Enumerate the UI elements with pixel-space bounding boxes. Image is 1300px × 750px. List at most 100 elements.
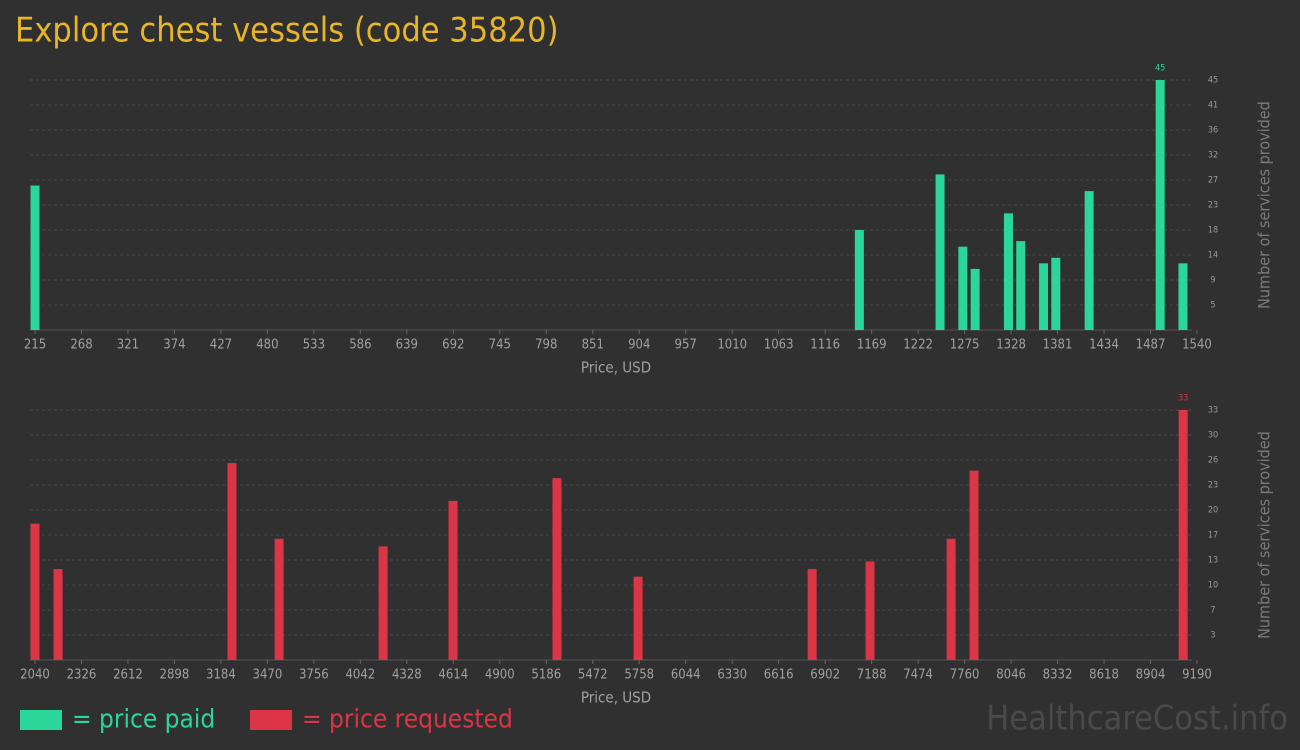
bar [30,185,40,330]
bar [807,569,817,660]
y-tick-label: 20 [1208,506,1218,516]
bar [227,463,237,660]
bar [970,268,980,330]
x-tick-label: 533 [303,338,325,353]
x-tick-label: 957 [675,338,697,353]
legend-swatch [20,710,62,730]
bar [958,246,968,330]
x-tick-label: 1116 [810,338,840,353]
y-tick-label: 13 [1208,556,1218,566]
y-tick-label: 23 [1208,201,1218,211]
watermark: HealthcareCost.info [986,699,1288,739]
bar [633,576,643,660]
y-tick-label: 5 [1210,301,1215,311]
x-tick-label: 745 [489,338,511,353]
legend-label: = price requested [302,705,513,735]
x-tick-label: 586 [349,338,371,353]
x-tick-label: 7760 [950,668,980,683]
x-tick-label: 3470 [253,668,283,683]
x-tick-label: 1434 [1089,338,1119,353]
y-tick-label: 30 [1208,431,1218,441]
x-tick-label: 321 [117,338,139,353]
x-tick-label: 1487 [1136,338,1166,353]
x-tick-label: 9190 [1182,668,1212,683]
y-tick-label: 18 [1208,226,1218,236]
x-tick-label: 215 [24,338,46,353]
y-tick-label: 36 [1208,126,1218,136]
legend-swatch [250,710,292,730]
x-tick-label: 3184 [206,668,236,683]
y-tick-label: 7 [1210,606,1215,616]
x-tick-label: 1275 [950,338,980,353]
legend-label: = price paid [72,705,215,735]
x-tick-label: 1222 [903,338,933,353]
x-tick-label: 904 [628,338,650,353]
bar [1155,80,1165,330]
x-tick-label: 1010 [717,338,747,353]
x-axis-title: Price, USD [581,689,651,707]
x-axis-title: Price, USD [581,359,651,377]
x-tick-label: 480 [256,338,278,353]
bar [1003,213,1013,330]
bar [865,561,875,660]
x-tick-label: 798 [535,338,557,353]
y-axis-title: Number of services provided [1255,431,1274,639]
y-tick-label: 23 [1208,481,1218,491]
x-tick-label: 6330 [717,668,747,683]
data-label: 45 [1155,64,1165,74]
bar [946,538,956,660]
x-tick-label: 8046 [996,668,1026,683]
bar [1084,191,1094,330]
x-tick-label: 427 [210,338,232,353]
x-tick-label: 268 [70,338,92,353]
y-tick-label: 17 [1208,531,1218,541]
y-tick-label: 9 [1210,276,1215,286]
x-tick-label: 7188 [857,668,887,683]
x-tick-label: 1540 [1182,338,1212,353]
x-tick-label: 8904 [1136,668,1166,683]
x-tick-label: 4614 [438,668,468,683]
bar [552,478,562,660]
x-tick-label: 1328 [996,338,1026,353]
bar [854,230,864,330]
chart-title: Explore chest vessels (code 35820) [15,11,559,51]
x-tick-label: 5186 [531,668,561,683]
y-tick-label: 3 [1210,631,1215,641]
bar [935,174,945,330]
x-tick-label: 1381 [1043,338,1073,353]
x-tick-label: 4900 [485,668,515,683]
x-tick-label: 4042 [345,668,375,683]
x-tick-label: 8618 [1089,668,1119,683]
bar [1178,410,1188,660]
y-tick-label: 14 [1208,251,1218,261]
x-tick-label: 1169 [857,338,887,353]
bar [30,523,40,660]
y-tick-label: 26 [1208,456,1218,466]
y-tick-label: 32 [1208,151,1218,161]
bar [378,546,388,660]
bar [1178,263,1188,330]
y-tick-label: 27 [1208,176,1218,186]
y-tick-label: 41 [1208,101,1218,111]
bar [1016,241,1026,330]
y-tick-label: 10 [1208,581,1218,591]
x-tick-label: 3756 [299,668,329,683]
x-tick-label: 5472 [578,668,608,683]
x-tick-label: 2040 [20,668,50,683]
x-tick-label: 639 [396,338,418,353]
y-tick-label: 33 [1208,406,1218,416]
bar [53,569,63,660]
bar [969,470,979,660]
bar [274,538,284,660]
x-tick-label: 6616 [764,668,794,683]
bar [1051,257,1061,330]
x-tick-label: 2612 [113,668,143,683]
y-axis-title: Number of services provided [1255,101,1274,309]
y-tick-label: 45 [1208,76,1218,86]
x-tick-label: 6044 [671,668,701,683]
x-tick-label: 2326 [67,668,97,683]
x-tick-label: 6902 [810,668,840,683]
bar [448,500,458,660]
